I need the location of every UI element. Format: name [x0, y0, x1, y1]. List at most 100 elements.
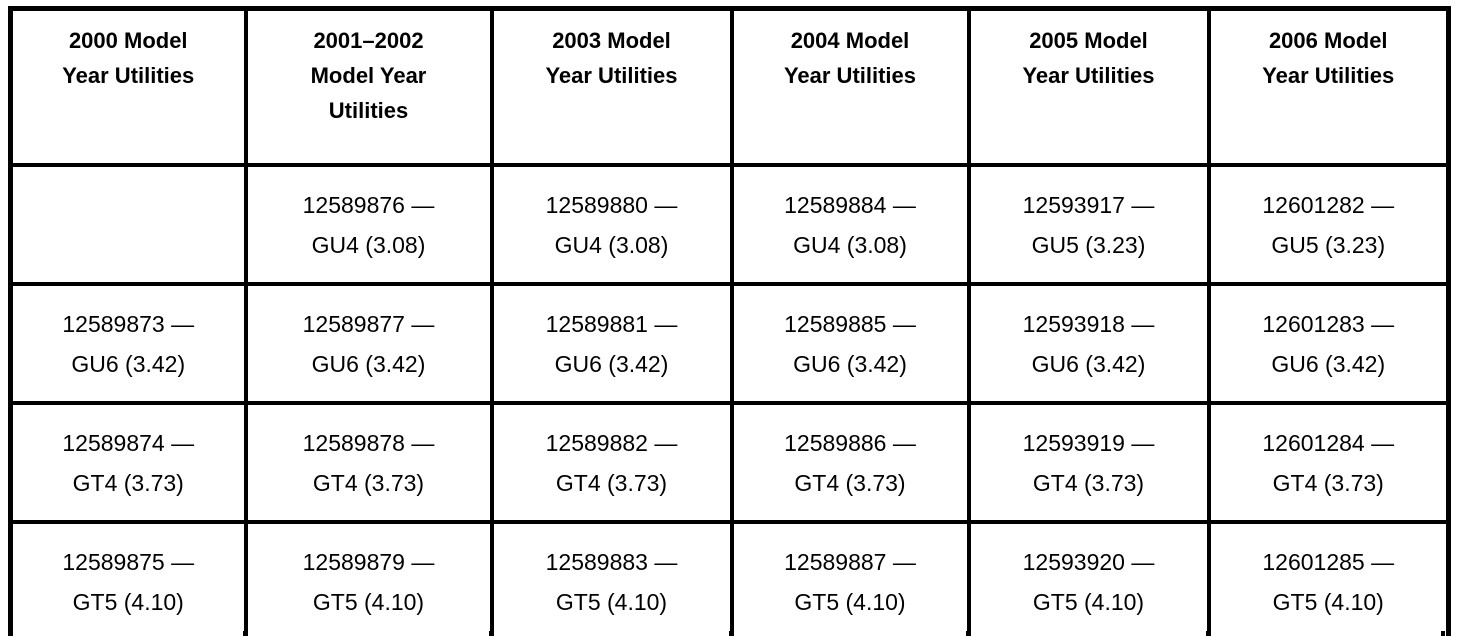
- part-number: 12589887 —: [784, 548, 916, 575]
- table-continuation-stub: [8, 631, 12, 636]
- axle-code: GT4 (3.73): [555, 469, 668, 496]
- part-cell: 12589880 — GU4 (3.08): [489, 163, 734, 286]
- axle-code: GU6 (3.42): [793, 350, 907, 377]
- part-number: 12589882 —: [545, 429, 678, 456]
- header-line: 2000 Model: [68, 28, 188, 53]
- axle-code: GT5 (4.10): [1272, 588, 1384, 615]
- header-line: Year Utilities: [783, 63, 917, 88]
- header-line: 2006 Model: [1268, 28, 1388, 53]
- part-number: 12589881 —: [545, 310, 678, 337]
- part-cell: 12601284 — GT4 (3.73): [1206, 401, 1451, 524]
- part-number: 12593917 —: [1022, 191, 1155, 218]
- column-header-2004: 2004 Model Year Utilities: [729, 6, 971, 167]
- axle-code: GT4 (3.73): [794, 469, 906, 496]
- part-cell: 12589874 — GT4 (3.73): [8, 401, 248, 524]
- part-cell: 12593919 — GT4 (3.73): [966, 401, 1211, 524]
- axle-code: GT4 (3.73): [312, 469, 425, 496]
- table-continuation-stub: [729, 631, 733, 636]
- part-number: 12601283 —: [1262, 310, 1395, 337]
- column-header-2005: 2005 Model Year Utilities: [966, 6, 1211, 167]
- axle-code: GT5 (4.10): [312, 588, 425, 615]
- axle-code: GU5 (3.23): [1031, 231, 1146, 258]
- table-row-gt5: 12589875 — GT5 (4.10) 12589879 — GT5 (4.…: [8, 520, 1451, 636]
- header-line: Utilities: [328, 98, 409, 123]
- part-cell-empty: [8, 163, 248, 286]
- part-cell: 12589879 — GT5 (4.10): [243, 520, 494, 636]
- part-number: 12589879 —: [302, 548, 435, 575]
- header-line: Model Year: [310, 63, 427, 88]
- table-row-gu4: 12589876 — GU4 (3.08) 12589880 — GU4 (3.…: [8, 163, 1451, 286]
- part-cell: 12589875 — GT5 (4.10): [8, 520, 248, 636]
- part-cell: 12593920 — GT5 (4.10): [966, 520, 1211, 636]
- part-number: 12601282 —: [1262, 191, 1395, 218]
- header-row: 2000 Model Year Utilities 2001–2002 Mode…: [8, 6, 1451, 167]
- table-row-gt4: 12589874 — GT4 (3.73) 12589878 — GT4 (3.…: [8, 401, 1451, 524]
- header-line: Year Utilities: [1262, 63, 1395, 88]
- part-cell: 12601285 — GT5 (4.10): [1206, 520, 1451, 636]
- part-number: 12589880 —: [545, 191, 678, 218]
- column-header-2001-2002: 2001–2002 Model Year Utilities: [243, 6, 494, 167]
- axle-code: GU5 (3.23): [1271, 231, 1386, 258]
- axle-code: GU6 (3.42): [311, 350, 426, 377]
- axle-code: GU6 (3.42): [71, 350, 186, 377]
- axle-code: GT5 (4.10): [555, 588, 668, 615]
- header-line: 2004 Model: [790, 28, 910, 53]
- part-cell: 12589876 — GU4 (3.08): [243, 163, 494, 286]
- part-number: 12589873 —: [62, 310, 195, 337]
- header-line: 2003 Model: [552, 28, 671, 53]
- table-continuation-stub: [1441, 631, 1445, 636]
- table-continuation-stub: [1206, 631, 1210, 636]
- axle-code: GT4 (3.73): [72, 469, 184, 496]
- header-line: 2001–2002: [313, 28, 424, 53]
- part-number: 12589874 —: [62, 429, 195, 456]
- part-cell: 12589877 — GU6 (3.42): [243, 282, 494, 405]
- part-number: 12589877 —: [302, 310, 435, 337]
- axle-code: GU4 (3.08): [793, 231, 907, 258]
- header-line: 2005 Model: [1029, 28, 1148, 53]
- table-continuation-stub: [243, 631, 247, 636]
- part-number: 12589875 —: [62, 548, 195, 575]
- part-number: 12601284 —: [1262, 429, 1395, 456]
- part-cell: 12589882 — GT4 (3.73): [489, 401, 734, 524]
- part-cell: 12589887 — GT5 (4.10): [729, 520, 971, 636]
- header-line: Year Utilities: [545, 63, 678, 88]
- part-number: 12589885 —: [784, 310, 916, 337]
- part-number: 12589878 —: [302, 429, 435, 456]
- part-cell: 12589884 — GU4 (3.08): [729, 163, 971, 286]
- axle-code: GT5 (4.10): [1032, 588, 1145, 615]
- axle-code: GT4 (3.73): [1272, 469, 1384, 496]
- column-header-2000: 2000 Model Year Utilities: [8, 6, 248, 167]
- part-number: 12593920 —: [1022, 548, 1155, 575]
- axle-code: GU4 (3.08): [554, 231, 669, 258]
- part-cell: 12593918 — GU6 (3.42): [966, 282, 1211, 405]
- column-header-2006: 2006 Model Year Utilities: [1206, 6, 1451, 167]
- part-cell: 12589886 — GT4 (3.73): [729, 401, 971, 524]
- axle-code: GT5 (4.10): [72, 588, 184, 615]
- axle-code: GU4 (3.08): [311, 231, 426, 258]
- part-cell: 12589878 — GT4 (3.73): [243, 401, 494, 524]
- table-row-gu6: 12589873 — GU6 (3.42) 12589877 — GU6 (3.…: [8, 282, 1451, 405]
- axle-code: GU6 (3.42): [554, 350, 669, 377]
- axle-code: GU6 (3.42): [1271, 350, 1386, 377]
- axle-code: GU6 (3.42): [1031, 350, 1146, 377]
- part-cell: 12593917 — GU5 (3.23): [966, 163, 1211, 286]
- part-cell: 12601283 — GU6 (3.42): [1206, 282, 1451, 405]
- part-number: 12589884 —: [784, 191, 916, 218]
- part-cell: 12589883 — GT5 (4.10): [489, 520, 734, 636]
- part-number: 12593919 —: [1022, 429, 1155, 456]
- column-header-2003: 2003 Model Year Utilities: [489, 6, 734, 167]
- part-number: 12589886 —: [784, 429, 916, 456]
- utilities-parts-table: 2000 Model Year Utilities 2001–2002 Mode…: [8, 6, 1451, 636]
- table-continuation-stub: [966, 631, 970, 636]
- part-cell: 12589881 — GU6 (3.42): [489, 282, 734, 405]
- table-continuation-stub: [489, 631, 493, 636]
- header-line: Year Utilities: [1022, 63, 1155, 88]
- part-cell: 12601282 — GU5 (3.23): [1206, 163, 1451, 286]
- part-cell: 12589885 — GU6 (3.42): [729, 282, 971, 405]
- part-number: 12589883 —: [545, 548, 678, 575]
- axle-code: GT4 (3.73): [1032, 469, 1145, 496]
- part-cell: 12589873 — GU6 (3.42): [8, 282, 248, 405]
- part-number: 12593918 —: [1022, 310, 1155, 337]
- axle-code: GT5 (4.10): [794, 588, 906, 615]
- part-number: 12589876 —: [302, 191, 435, 218]
